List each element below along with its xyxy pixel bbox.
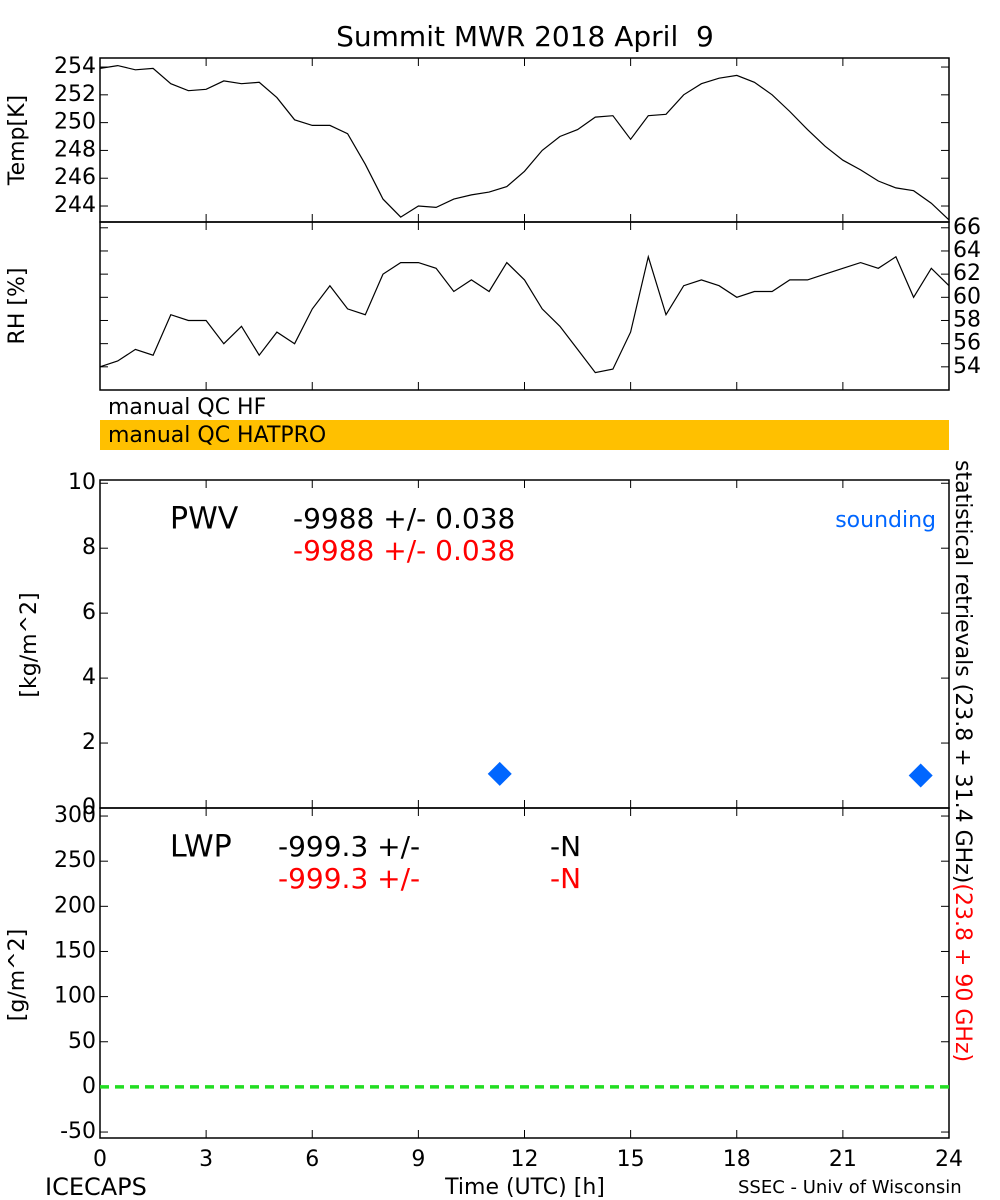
chart-title: Summit MWR 2018 April 9: [336, 20, 714, 53]
x-tick-label: 6: [305, 1147, 319, 1172]
side-label-red: (23.8 + 90 GHz): [950, 883, 975, 1062]
stat-error: -N: [550, 862, 581, 895]
sounding-point: [908, 763, 933, 788]
y-tick-label: 64: [953, 238, 981, 263]
y-axis-label: [g/m^2]: [5, 929, 30, 1021]
footer-right: SSEC - Univ of Wisconsin: [738, 1177, 962, 1198]
legend-entry: sounding: [835, 508, 936, 533]
y-axis-label: RH [%]: [5, 268, 30, 345]
x-tick-label: 15: [617, 1147, 645, 1172]
qc-flag-label: manual QC HF: [108, 395, 266, 420]
y-tick-label: 250: [54, 110, 96, 135]
stat-text: -9988 +/- 0.038: [293, 534, 515, 567]
x-tick-label: 3: [199, 1147, 213, 1172]
x-axis-label: Time (UTC) [h]: [444, 1175, 605, 1200]
y-tick-label: 8: [82, 535, 96, 560]
y-tick-label: 50: [68, 1029, 96, 1054]
y-tick-label: 2: [82, 730, 96, 755]
y-tick-label: -50: [60, 1119, 96, 1144]
y-tick-label: 10: [68, 470, 96, 495]
y-tick-label: 248: [54, 137, 96, 162]
stat-text: -9988 +/- 0.038: [293, 502, 515, 535]
panel-label: PWV: [170, 502, 239, 537]
y-tick-label: 66: [953, 215, 981, 240]
y-tick-label: 246: [54, 165, 96, 190]
y-tick-label: 56: [953, 331, 981, 356]
y-tick-label: 0: [82, 1074, 96, 1099]
y-tick-label: 254: [54, 54, 96, 79]
x-tick-label: 21: [829, 1147, 857, 1172]
panel-label: LWP: [170, 830, 232, 865]
y-tick-label: 58: [953, 307, 981, 332]
y-tick-label: 4: [82, 665, 96, 690]
y-tick-label: 62: [953, 261, 981, 286]
y-tick-label: 150: [54, 938, 96, 963]
panel-frame: [99, 57, 950, 223]
x-tick-label: 0: [93, 1147, 107, 1172]
x-tick-label: 24: [935, 1147, 963, 1172]
x-tick-label: 18: [723, 1147, 751, 1172]
y-tick-label: 300: [54, 803, 96, 828]
y-tick-label: 0: [82, 795, 96, 820]
footer-left: ICECAPS: [45, 1173, 147, 1200]
y-tick-label: 100: [54, 984, 96, 1009]
sounding-point: [487, 761, 512, 786]
stat-text: -999.3 +/-: [278, 830, 420, 863]
y-tick-label: 54: [953, 354, 981, 379]
qc-flag-label: manual QC HATPRO: [108, 423, 326, 448]
stat-text: -999.3 +/-: [278, 862, 420, 895]
data-line: [99, 254, 950, 374]
qc-flag-bar: [100, 396, 949, 418]
y-tick-label: 252: [54, 82, 96, 107]
x-tick-label: 12: [511, 1147, 539, 1172]
y-tick-label: 6: [82, 600, 96, 625]
y-tick-label: 200: [54, 893, 96, 918]
qc-flag-bar: [100, 420, 949, 450]
y-tick-label: 244: [54, 193, 96, 218]
y-axis-label: [kg/m^2]: [17, 592, 42, 697]
y-tick-label: 250: [54, 848, 96, 873]
x-tick-label: 9: [411, 1147, 425, 1172]
side-label: statistical retrievals (23.8 + 31.4 GHz)…: [950, 460, 975, 1062]
panel-frame: [99, 221, 950, 391]
y-tick-label: 60: [953, 284, 981, 309]
data-line: [99, 64, 950, 221]
side-label-black: statistical retrievals (23.8 + 31.4 GHz): [950, 460, 975, 883]
y-axis-label: Temp[K]: [5, 95, 30, 186]
stat-error: -N: [550, 830, 581, 863]
